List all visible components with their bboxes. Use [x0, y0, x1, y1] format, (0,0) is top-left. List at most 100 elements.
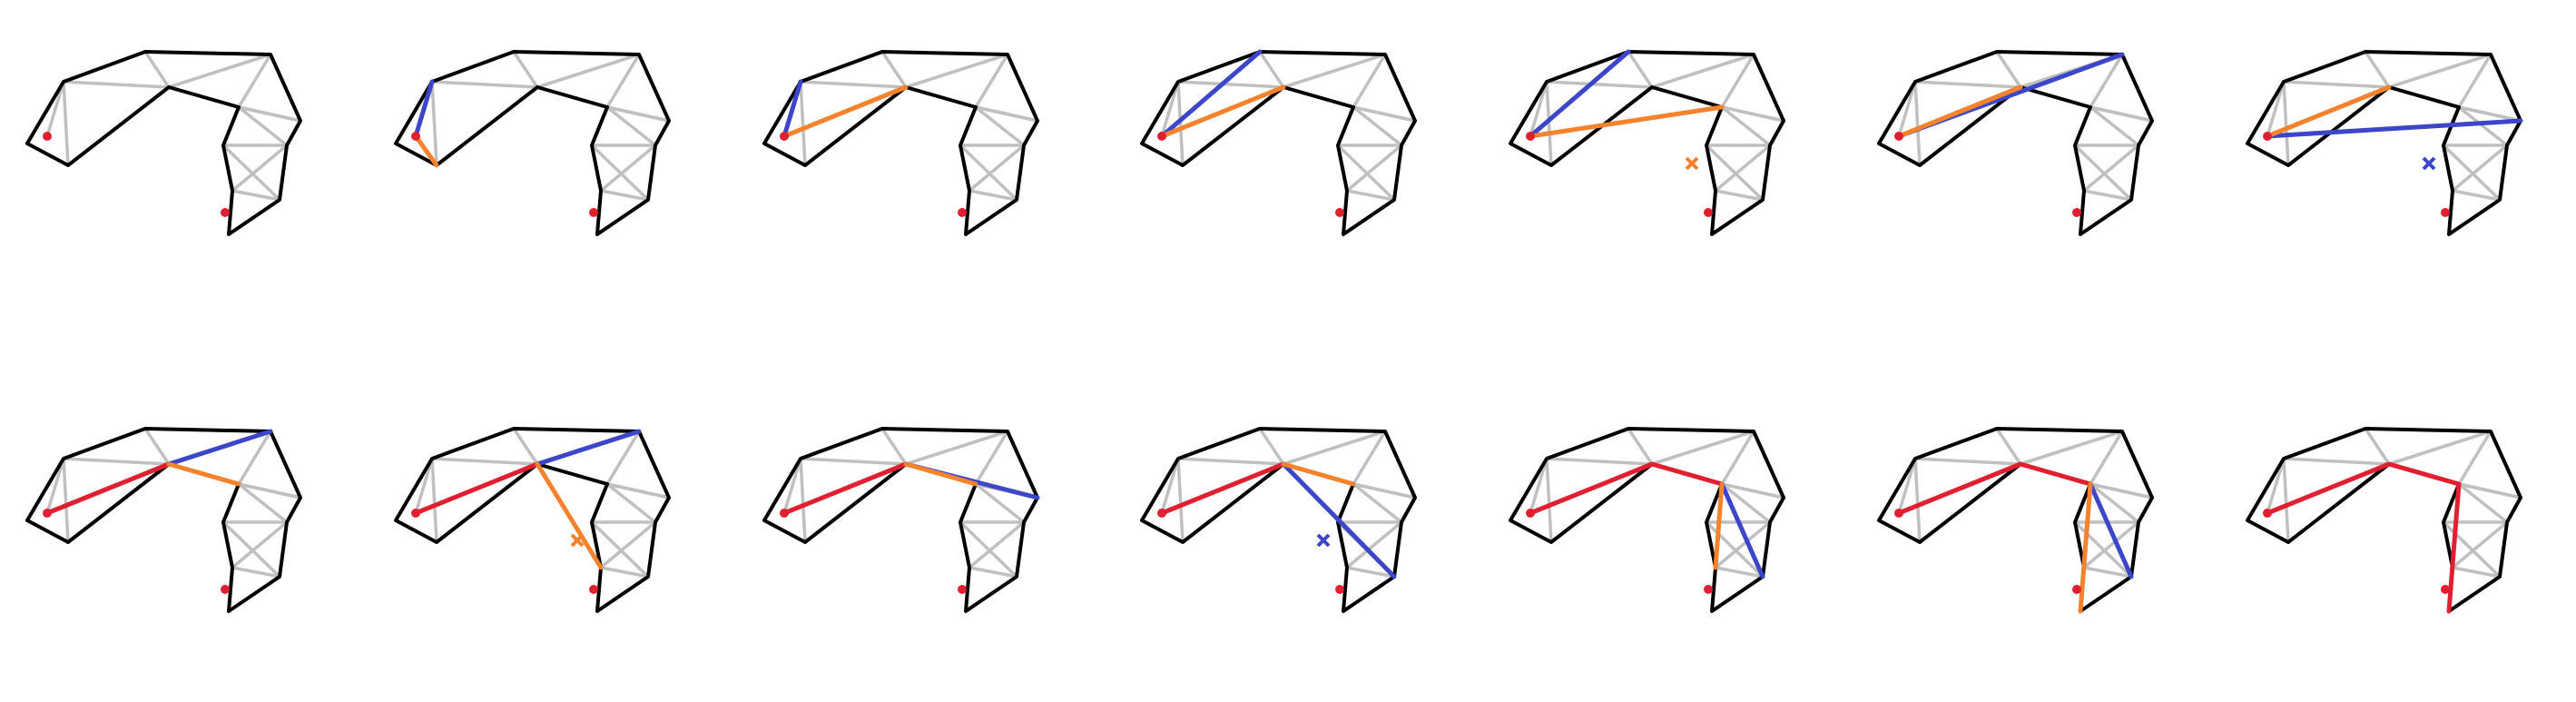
triangulation-edge [237, 430, 272, 485]
triangulation-edge [143, 428, 171, 465]
triangulation-edge [799, 81, 807, 166]
left-chain [1528, 49, 1631, 139]
right-chain [2265, 84, 2392, 139]
right-chain [2078, 481, 2093, 614]
triangulation-edge [605, 54, 641, 108]
triangulation-edge [1720, 482, 1772, 524]
triangulation-edge [1352, 430, 1387, 485]
triangulation-edge [1897, 458, 1917, 514]
triangulation-edge [1995, 51, 2022, 88]
triangulation-edge [974, 430, 1009, 485]
rejected-vertex-marker [570, 533, 585, 548]
triangulation-edge [968, 520, 1026, 569]
triangulation-edge [2451, 520, 2509, 569]
start-point [1526, 132, 1535, 141]
triangulation-edge [1345, 520, 1403, 569]
start-point [2263, 509, 2272, 518]
triangulation-edge [143, 51, 171, 88]
start-point [2263, 132, 2272, 141]
triangulation-edge [2089, 482, 2140, 524]
shortest-path [2265, 461, 2462, 614]
triangulation-edge [1346, 189, 1395, 202]
triangulation-edge [2089, 430, 2124, 485]
triangulation-edge [512, 428, 539, 465]
triangulation-edge [880, 428, 908, 465]
triangulation-edge [231, 520, 289, 569]
triangulation-edge [1995, 428, 2022, 465]
right-chain [782, 84, 909, 139]
start-point [1526, 509, 1535, 518]
end-point [2441, 208, 2450, 217]
triangulation-edge [1160, 458, 1180, 514]
start-point [780, 509, 789, 518]
end-point [958, 208, 967, 217]
triangulation-edge [600, 189, 649, 202]
panel-step-13 [1877, 427, 2154, 614]
triangulation-edge [1546, 80, 1653, 89]
triangulation-edge [2442, 520, 2502, 578]
shortest-path [1528, 461, 1725, 516]
triangulation-edge [959, 520, 1018, 578]
triangulation-edge [2082, 143, 2140, 193]
panel-step-2 [394, 50, 671, 236]
end-point [1335, 585, 1344, 594]
triangulation-edge [62, 458, 70, 543]
triangulation-edge [2083, 189, 2132, 202]
triangulation-edge [1352, 482, 1416, 499]
triangulation-edge [975, 105, 1038, 123]
end-point [1335, 208, 1344, 217]
right-chain [166, 461, 241, 487]
end-point [958, 585, 967, 594]
triangulation-edge [1177, 80, 1284, 89]
left-chain [1719, 481, 1765, 579]
marker-stroke [570, 533, 585, 548]
right-chain [1528, 104, 1725, 139]
end-point [1704, 585, 1713, 594]
polygon-boundary [1140, 50, 1417, 236]
triangulation-edge [1258, 51, 1285, 88]
triangulation-edge [45, 81, 65, 137]
triangulation-edge [599, 143, 657, 193]
end-point [2072, 208, 2081, 217]
triangulation-edge [168, 53, 271, 89]
shortest-path [1896, 461, 2093, 516]
triangulation-edge [1627, 51, 1654, 88]
triangulation-edge [2082, 520, 2140, 569]
start-point [1157, 132, 1166, 141]
triangulation-edge [231, 143, 289, 193]
end-point [2441, 585, 2450, 594]
right-chain [535, 461, 604, 570]
triangulation-edge [512, 51, 539, 88]
triangulation-edge [2089, 482, 2153, 499]
shortest-path [782, 461, 909, 516]
triangulation-edge [2020, 430, 2123, 466]
triangulation-edge [1705, 143, 1765, 202]
right-chain [1896, 84, 2023, 139]
triangulation-edge [1720, 430, 1755, 485]
marker-stroke [1685, 156, 1699, 171]
left-chain [2088, 481, 2134, 579]
left-chain [1281, 461, 1397, 579]
right-chain [903, 461, 978, 487]
panel-step-10 [762, 427, 1040, 613]
triangulation-edge [2283, 80, 2390, 89]
triangulation-edge [968, 566, 1018, 578]
triangulation-edge [1651, 53, 1755, 89]
right-chain [1159, 84, 1286, 139]
triangulation-edge [431, 80, 538, 89]
right-chain [413, 133, 439, 168]
triangulation-edge [1176, 458, 1185, 543]
triangulation-edge [1345, 143, 1403, 193]
polygon-boundary [394, 427, 671, 613]
triangulation-edge [974, 54, 1009, 108]
triangulation-edge [974, 482, 1026, 524]
triangulation-edge [63, 457, 170, 466]
panel-step-1 [25, 50, 302, 236]
triangulation-edge [221, 520, 281, 578]
marker-stroke [1316, 533, 1331, 548]
panel-step-9 [394, 427, 671, 613]
triangulation-edge [606, 482, 670, 499]
start-point [780, 132, 789, 141]
triangulation-edge [231, 189, 280, 202]
